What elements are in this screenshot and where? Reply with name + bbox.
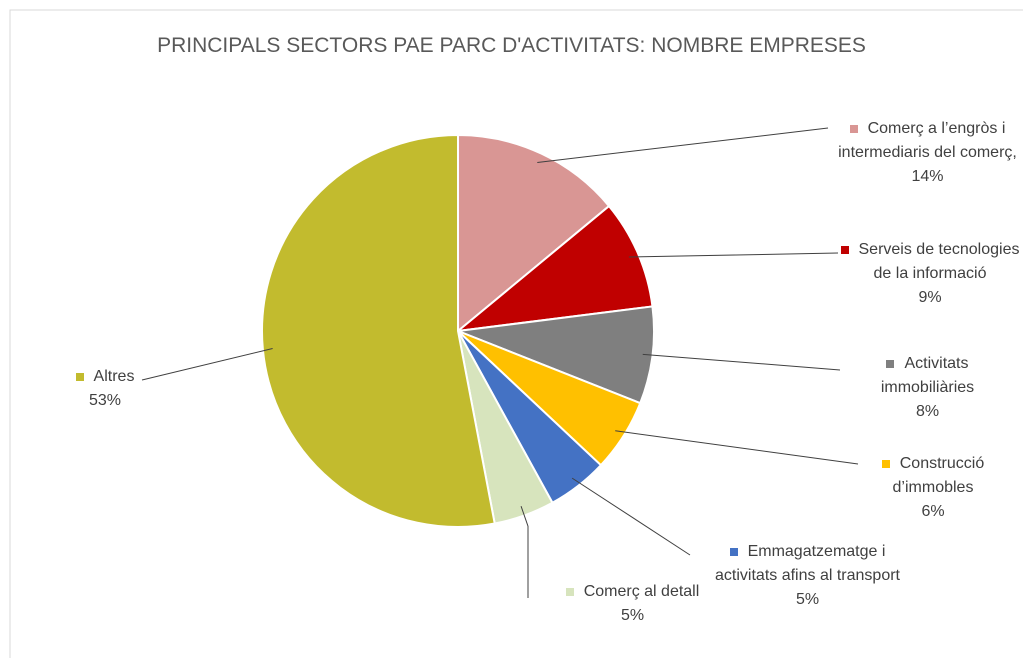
- leader-line: [141, 348, 273, 381]
- value-label: 53%: [88, 392, 122, 409]
- data-label: Comerç a l’engròs i intermediaris del co…: [830, 117, 1023, 189]
- label-key: [565, 587, 574, 596]
- pie-slice: [454, 204, 654, 333]
- data-label: Comerç al detall 5%: [540, 580, 725, 628]
- label-key: [881, 459, 890, 468]
- category-label: Comerç a l’engròs i intermediaris del co…: [838, 120, 1017, 161]
- category-label: Construcció d’immobles: [892, 455, 985, 496]
- label-key: [729, 547, 738, 556]
- label-name: Construcció d’immobles: [858, 452, 1008, 500]
- leader-line: [615, 430, 859, 465]
- pie-slice: [261, 133, 496, 528]
- label-name: Comerç al detall: [540, 580, 725, 604]
- category-label: Emmagatzematge i activitats afins al tra…: [715, 543, 900, 584]
- chart-frame: [9, 9, 1023, 658]
- leader-line: [571, 477, 691, 556]
- leader-line: [520, 506, 529, 598]
- label-name: Activitats immobiliàries: [850, 352, 1005, 400]
- pie-slice: [457, 133, 611, 334]
- value-label: 5%: [620, 607, 645, 624]
- data-label: Serveis de tecnologies de la informació 9…: [840, 238, 1020, 310]
- data-label: Construcció d’immobles 6%: [858, 452, 1008, 524]
- value-label: 5%: [795, 591, 820, 608]
- label-name: Comerç a l’engròs i intermediaris del co…: [830, 117, 1023, 165]
- label-key: [840, 245, 849, 254]
- category-label: Comerç al detall: [583, 583, 700, 600]
- value-label: 9%: [918, 289, 942, 306]
- label-name: Emmagatzematge i activitats afins al tra…: [700, 540, 915, 588]
- category-label: Altres: [93, 368, 135, 385]
- value-label: 8%: [915, 403, 940, 420]
- data-label: Activitats immobiliàries 8%: [850, 352, 1005, 424]
- value-label: 14%: [911, 168, 944, 185]
- label-name: Altres: [50, 365, 160, 389]
- value-label: 6%: [921, 503, 945, 520]
- data-label: Altres 53%: [50, 365, 160, 413]
- label-key: [886, 359, 895, 368]
- chart-title: PRINCIPALS SECTORS PAE PARC D'ACTIVITATS…: [157, 34, 866, 57]
- leader-line: [642, 353, 841, 371]
- label-key: [849, 124, 858, 133]
- category-label: Serveis de tecnologies de la informació: [858, 241, 1020, 282]
- leader-line: [628, 252, 839, 258]
- category-label: Activitats immobiliàries: [880, 355, 975, 396]
- label-name: Serveis de tecnologies de la informació: [840, 238, 1020, 286]
- label-key: [75, 372, 84, 381]
- leader-line: [537, 127, 829, 164]
- data-label: Emmagatzematge i activitats afins al tra…: [700, 540, 915, 612]
